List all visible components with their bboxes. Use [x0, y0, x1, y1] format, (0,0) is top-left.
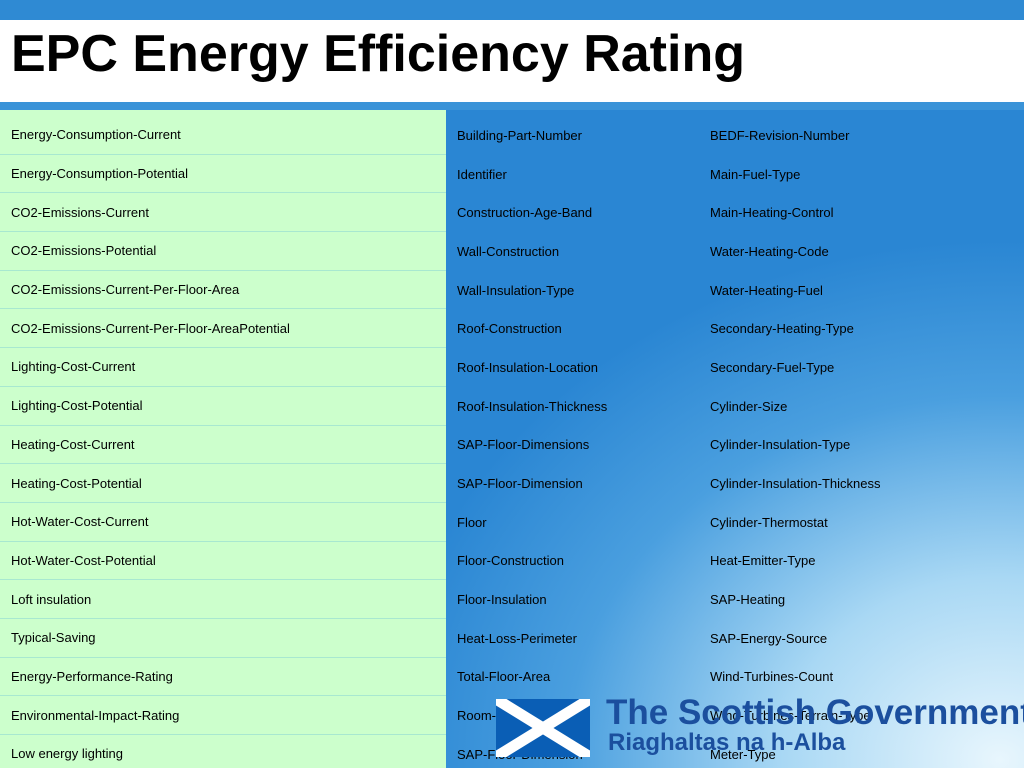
- logo-text-english: The Scottish Government: [606, 693, 1024, 732]
- list-item: Wind-Turbines-Count: [710, 669, 834, 685]
- list-item: Construction-Age-Band: [457, 205, 593, 221]
- top-strip: [0, 0, 1024, 20]
- list-item: Cylinder-Size: [710, 398, 788, 414]
- list-item: Lighting-Cost-Current: [0, 348, 446, 387]
- logo-text-gaelic: Riaghaltas na h-Alba: [608, 729, 846, 756]
- right-field-list: BEDF-Revision-Number Main-Fuel-Type Main…: [710, 116, 1020, 768]
- list-item: Secondary-Fuel-Type: [710, 359, 835, 375]
- title-bar: [0, 20, 1024, 102]
- list-item: Energy-Performance-Rating: [0, 658, 446, 697]
- list-item: Main-Heating-Control: [710, 205, 834, 221]
- saltire-flag-icon: [496, 699, 590, 757]
- list-item: Roof-Insulation-Thickness: [457, 398, 608, 414]
- list-item: Environmental-Impact-Rating: [0, 696, 446, 735]
- list-item: SAP-Heating: [710, 592, 786, 608]
- list-item: Floor-Construction: [457, 553, 564, 569]
- list-item: Identifier: [457, 166, 507, 182]
- list-item: Heat-Loss-Perimeter: [457, 630, 577, 646]
- list-item: SAP-Floor-Dimensions: [457, 437, 590, 453]
- list-item: Building-Part-Number: [457, 127, 582, 143]
- list-item: Total-Floor-Area: [457, 669, 551, 685]
- title-underline: [0, 102, 1024, 110]
- left-field-list: Energy-Consumption-Current Energy-Consum…: [0, 116, 446, 768]
- list-item: Energy-Consumption-Potential: [0, 155, 446, 194]
- list-item: Water-Heating-Code: [710, 243, 829, 259]
- list-item: Lighting-Cost-Potential: [0, 387, 446, 426]
- list-item: SAP-Energy-Source: [710, 630, 828, 646]
- slide-title: EPC Energy Efficiency Rating: [11, 25, 745, 83]
- list-item: Cylinder-Thermostat: [710, 514, 828, 530]
- list-item: Low energy lighting: [0, 735, 446, 768]
- list-item: CO2-Emissions-Potential: [0, 232, 446, 271]
- list-item: Cylinder-Insulation-Type: [710, 437, 851, 453]
- list-item: Meter-Type: [710, 746, 776, 762]
- list-item: Wall-Insulation-Type: [457, 282, 575, 298]
- scottish-government-logo: The Scottish Government Riaghaltas na h-…: [496, 693, 1024, 759]
- list-item: CO2-Emissions-Current-Per-Floor-Area: [0, 271, 446, 310]
- list-item: Roof-Insulation-Location: [457, 359, 598, 375]
- list-item: CO2-Emissions-Current-Per-Floor-AreaPote…: [0, 309, 446, 349]
- list-item: Loft insulation: [0, 580, 446, 619]
- list-item: Hot-Water-Cost-Potential: [0, 542, 446, 581]
- list-item: Energy-Consumption-Current: [0, 116, 446, 155]
- list-item: Typical-Saving: [0, 619, 446, 658]
- list-item: Floor: [457, 514, 487, 530]
- list-item: Secondary-Heating-Type: [710, 321, 854, 337]
- list-item: Heating-Cost-Current: [0, 426, 446, 465]
- list-item: Wind-Turbines-Terrain-Type: [710, 708, 871, 724]
- middle-field-list: Building-Part-Number Identifier Construc…: [457, 116, 707, 768]
- list-item: BEDF-Revision-Number: [710, 127, 850, 143]
- list-item: Heating-Cost-Potential: [0, 464, 446, 503]
- list-item: Heat-Emitter-Type: [710, 553, 816, 569]
- list-item: SAP-Floor-Dimension: [457, 476, 583, 492]
- list-item: CO2-Emissions-Current: [0, 193, 446, 233]
- list-item: Water-Heating-Fuel: [710, 282, 823, 298]
- list-item: Cylinder-Insulation-Thickness: [710, 476, 881, 492]
- list-item: Roof-Construction: [457, 321, 562, 337]
- list-item: Wall-Construction: [457, 243, 560, 259]
- list-item: Main-Fuel-Type: [710, 166, 801, 182]
- left-column-background: [0, 110, 446, 768]
- list-item: Floor-Insulation: [457, 592, 547, 608]
- list-item: Hot-Water-Cost-Current: [0, 503, 446, 542]
